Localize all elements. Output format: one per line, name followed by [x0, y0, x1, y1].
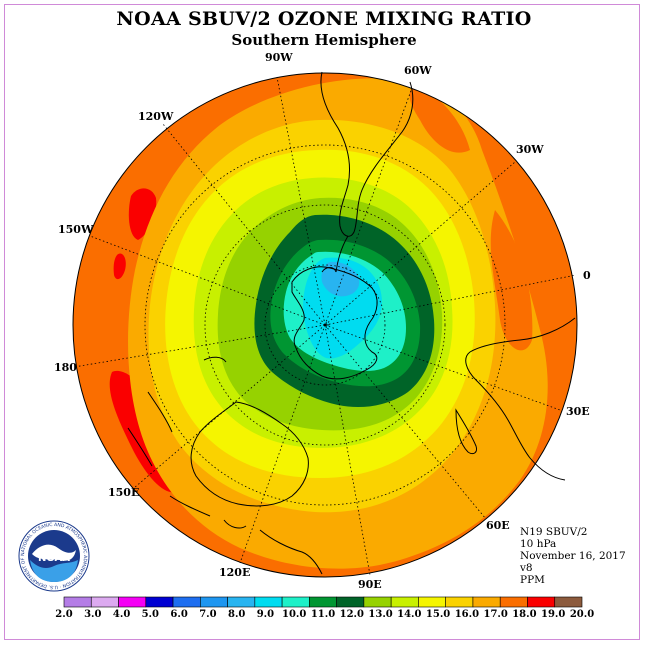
lon-label-150e: 150E [108, 486, 140, 499]
ozone-field [73, 73, 577, 577]
colorbar-box [281, 596, 310, 608]
info-units: PPM [520, 574, 545, 586]
colorbar-box [200, 596, 228, 608]
logo-text: NOAA [38, 553, 70, 564]
figure-frame [4, 4, 640, 640]
colorbar-tick-label: 10.0 [282, 609, 307, 620]
colorbar-tick-label: 16.0 [454, 609, 480, 620]
colorbar-box [390, 596, 419, 608]
info-instrument: N19 SBUV/2 [520, 526, 588, 538]
colorbar-box [499, 596, 528, 608]
meridian-150e [133, 324, 326, 489]
colorbar-tick-label: 6.0 [170, 609, 188, 620]
colorbar-tick-label: 4.0 [112, 609, 131, 620]
map-title: NOAA SBUV/2 OZONE MIXING RATIO [116, 8, 532, 30]
colorbar-tick-label: 14.0 [397, 609, 422, 620]
colorbar-tick-label: 8.0 [227, 609, 246, 620]
colorbar-tick-label: 13.0 [368, 609, 393, 620]
lon-label-180: 180 [54, 361, 77, 374]
coastlines [127, 71, 576, 575]
colorbar-box [309, 596, 337, 608]
band-17-18-intrusion-b [490, 210, 533, 351]
colorbar-tick-label: 17.0 [483, 609, 508, 620]
noaa-logo: NOAA NATIONAL OCEANIC AND ATMOSPHERIC AD… [18, 520, 90, 592]
colorbar-tick-label: 11.0 [310, 609, 336, 620]
latitude-grid [144, 144, 506, 506]
meridian-0 [324, 274, 577, 326]
meridian-150w [89, 235, 326, 326]
colorbar-tick-label: 2.0 [55, 609, 73, 620]
meridian-120w [162, 123, 326, 326]
colorbar-box [254, 596, 283, 608]
lon-label-90w: 90W [265, 51, 293, 64]
colorbar [63, 596, 583, 608]
lon-label-150w: 150W [58, 223, 94, 236]
info-block: N19 SBUV/2 10 hPa November 16, 2017 v8 P… [520, 526, 626, 586]
band-18-19-b [113, 253, 126, 280]
madagascar [455, 408, 477, 455]
colorbar-box [418, 596, 446, 608]
band-7-8 [321, 261, 360, 297]
colorbar-box [172, 596, 201, 608]
info-level: 10 hPa [520, 538, 557, 550]
band-17-18-intrusion-a [409, 85, 470, 153]
lat-circle-50s [144, 144, 506, 506]
lon-label-60w: 60W [404, 64, 432, 77]
lon-label-0: 0 [583, 269, 591, 282]
lon-label-30e: 30E [566, 405, 590, 418]
colorbar-box [145, 596, 174, 608]
pole-marker: + [322, 320, 330, 331]
colorbar-box [227, 596, 256, 608]
meridian-30w [324, 161, 516, 326]
colorbar-tick-label: 12.0 [339, 609, 364, 620]
lat-circle-60s [204, 204, 446, 446]
colorbar-box [63, 596, 92, 608]
meridian-180 [73, 324, 326, 368]
colorbar-tick-label: 3.0 [84, 609, 102, 620]
new-guinea-coast [169, 495, 211, 517]
colorbar-tick-label: 19.0 [541, 609, 566, 620]
antarctica-coast [291, 266, 378, 380]
info-date: November 16, 2017 [520, 550, 626, 562]
colorbar-box [472, 596, 501, 608]
meridian-30e [324, 324, 561, 411]
australia-north [223, 519, 247, 529]
colorbar-box [363, 596, 392, 608]
colorbar-box [90, 596, 119, 608]
colorbar-tick-label: 5.0 [141, 609, 159, 620]
indonesia-coast [259, 529, 323, 575]
info-version: v8 [520, 562, 533, 574]
lon-label-30w: 30W [516, 143, 544, 156]
colorbar-tick-label: 18.0 [512, 609, 537, 620]
australia-coast [190, 401, 309, 507]
new-zealand-south [147, 391, 173, 433]
colorbar-tick-label: 9.0 [256, 609, 275, 620]
colorbar-tick-label: 7.0 [199, 609, 217, 620]
peninsula-tip [335, 235, 349, 273]
map-boundary [72, 72, 578, 578]
colorbar-box [445, 596, 474, 608]
map-subtitle: Southern Hemisphere [231, 31, 417, 49]
colorbar-box [118, 596, 147, 608]
lon-label-90e: 90E [358, 578, 382, 591]
antarctic-peninsula [321, 267, 337, 273]
colorbar-tick-label: 20.0 [569, 609, 595, 620]
colorbar-tick-label: 15.0 [425, 609, 451, 620]
lon-label-60e: 60E [486, 519, 510, 532]
colorbar-box [554, 596, 583, 608]
new-zealand-north [127, 427, 153, 467]
south-america-coast [320, 71, 414, 237]
lon-label-120w: 120W [138, 110, 174, 123]
longitude-grid [73, 76, 577, 576]
colorbar-box [336, 596, 365, 608]
tasmania [203, 356, 227, 363]
lat-circle-70s [264, 264, 386, 386]
colorbar-box [527, 596, 556, 608]
lon-label-120e: 120E [219, 566, 251, 579]
